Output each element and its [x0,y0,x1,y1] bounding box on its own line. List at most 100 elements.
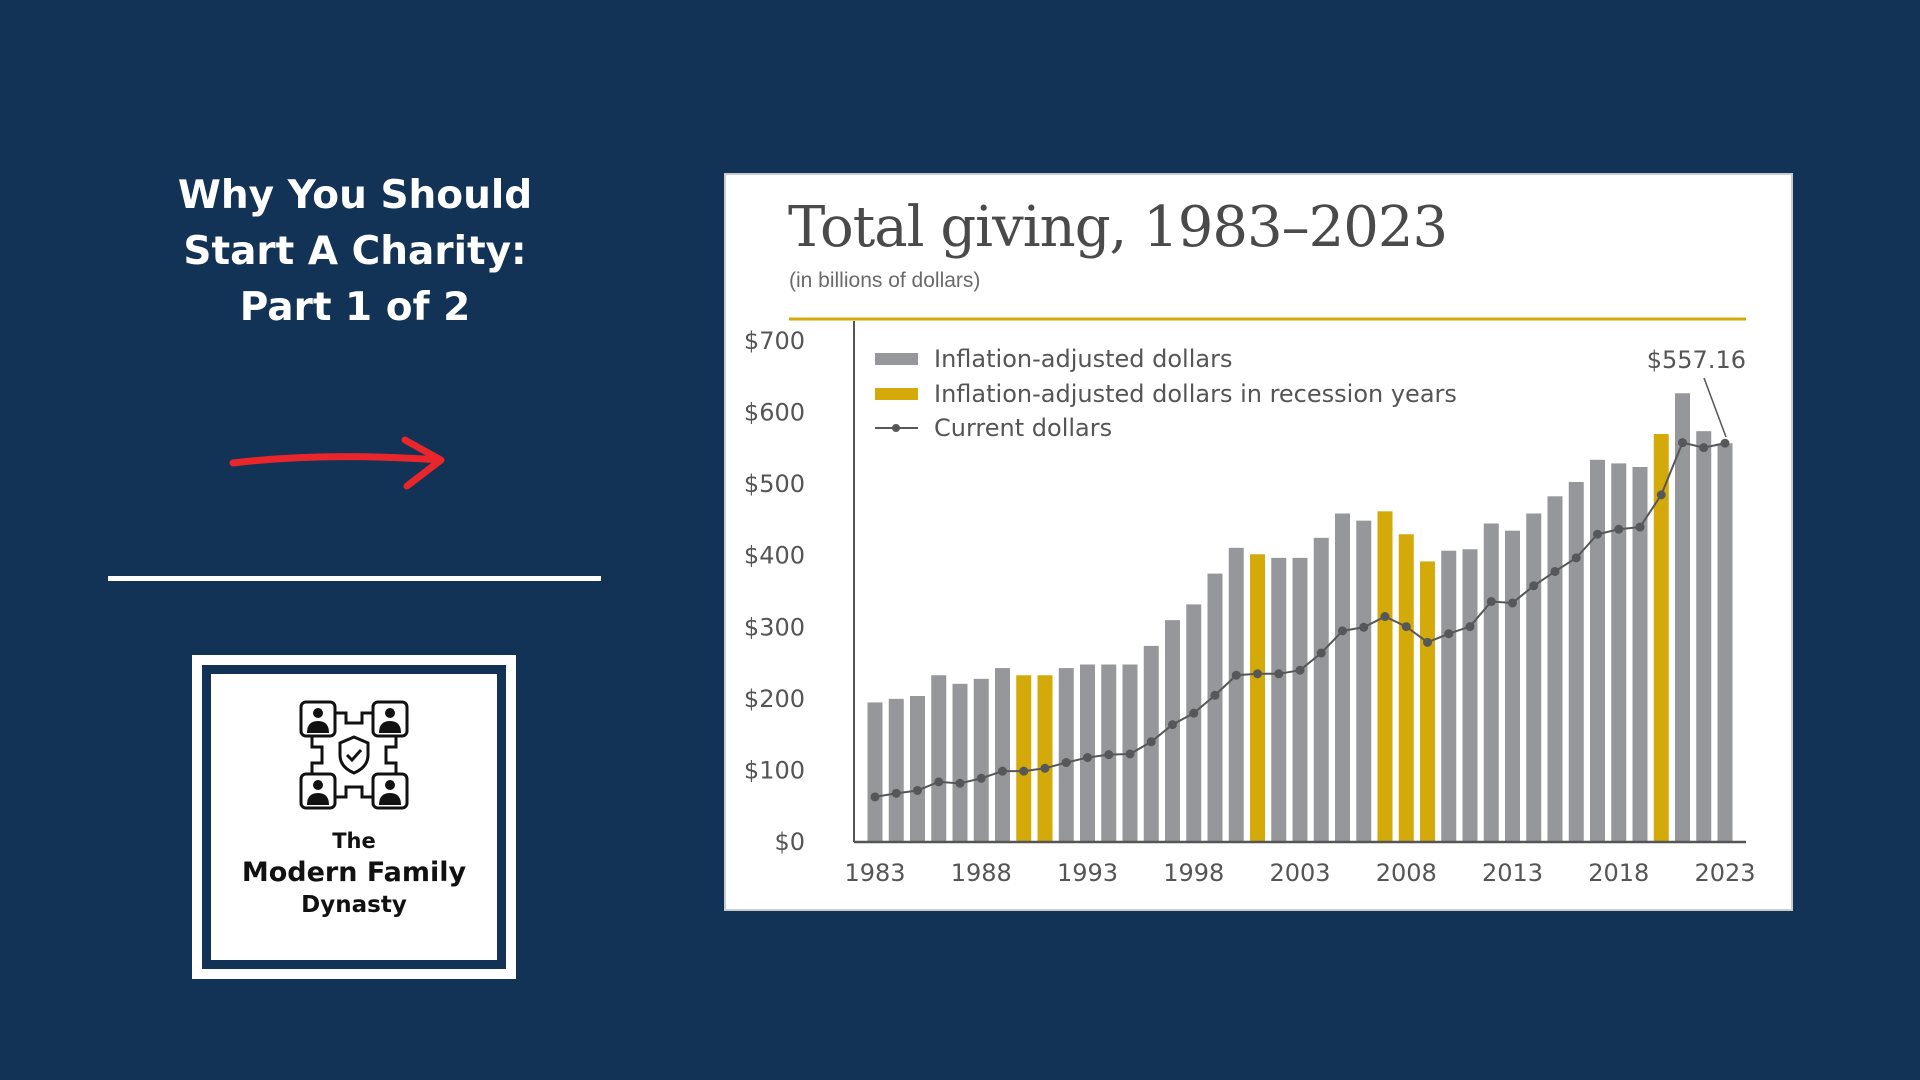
x-tick-label: 2023 [1694,859,1755,887]
x-tick-label: 2003 [1269,859,1330,887]
current-dollars-point [1508,598,1517,608]
bar [1058,668,1074,842]
current-dollars-point [1359,622,1369,632]
recession-bar [1377,511,1393,842]
y-tick-label: $300 [744,613,805,641]
recession-bar [1016,675,1032,842]
current-dollars-point [1699,443,1709,453]
current-dollars-point [955,778,965,788]
y-tick-label: $100 [744,756,805,784]
bar [867,702,883,842]
x-tick-label: 2013 [1482,859,1543,887]
bar [1207,573,1223,842]
bar [1441,550,1457,842]
current-dollars-point [1678,438,1687,448]
bar [910,695,925,842]
bar [1228,547,1244,842]
logo-text-the: The [332,829,376,853]
brand-logo: The Modern Family Dynasty [192,655,516,979]
current-dollars-point [934,777,944,787]
family-network-shield-icon [299,700,409,810]
current-dollars-point [870,792,880,802]
current-dollars-point [913,785,922,795]
bar [952,683,968,842]
chart-plot: $0 $100 $200 $300 $400 $500 $600 $700 1983 1988 19… [744,317,1756,887]
current-dollars-point [1465,622,1475,632]
legend-label: Current dollars [934,414,1112,442]
current-dollars-point [1635,522,1645,532]
legend-label: Inflation-adjusted dollars in recession … [934,380,1457,408]
bar [1696,431,1712,842]
headline-line: Why You Should [177,173,533,218]
bar [1611,463,1627,842]
current-dollars-point [1210,690,1220,700]
bar [1462,549,1478,842]
y-tick-label: $400 [744,542,805,570]
current-dollars-point [1061,758,1071,768]
current-dollars-point [1168,720,1177,730]
bar [931,675,947,842]
y-tick-label: $700 [744,327,805,355]
bar [1186,604,1202,842]
bar [1356,520,1372,842]
bar [1717,443,1733,842]
current-dollars-point [998,766,1007,776]
bar [995,668,1010,842]
x-tick-label: 2018 [1588,859,1649,887]
bar [1335,513,1350,842]
current-dollars-point [1444,629,1454,639]
current-dollars-point [1104,750,1114,760]
bar [1292,557,1308,842]
bar [973,678,989,842]
x-tick-label: 1993 [1057,859,1118,887]
bar [1632,466,1648,842]
headline-line: Start A Charity: [183,229,527,274]
current-dollars-point [1231,670,1241,680]
current-dollars-point [976,773,986,783]
bar [1165,620,1180,842]
bar [1526,513,1542,842]
current-dollars-point [1253,669,1262,679]
current-dollars-point [1720,438,1730,448]
current-dollars-point [1274,669,1284,679]
current-dollars-point [1423,637,1432,647]
legend-swatch-recession [875,388,918,400]
recession-bar [1037,675,1053,842]
current-dollars-point [1380,612,1390,622]
divider [108,576,601,581]
current-dollars-point [1614,524,1624,534]
current-dollars-point [1125,749,1135,759]
right-arrow-icon [229,436,445,490]
chart-panel: Total giving, 1983–2023 (in billions of … [724,173,1793,911]
current-dollars-point [1083,753,1092,763]
current-dollars-point [1571,553,1581,563]
chart-title: Total giving, 1983–2023 [788,195,1448,260]
current-dollars-point [1146,737,1156,747]
current-dollars-point [1040,763,1050,773]
legend-swatch-bar [875,353,918,365]
chart-subtitle: (in billions of dollars) [789,269,981,292]
logo-text-dynasty: Dynasty [301,892,407,918]
headline: Why You Should Start A Charity: Part 1 o… [110,168,600,336]
x-tick-label: 1998 [1163,859,1224,887]
recession-bar [1250,554,1265,842]
current-dollars-point [1019,766,1029,776]
current-dollars-point [1295,665,1305,675]
current-dollars-point [1529,581,1539,591]
y-tick-label: $0 [774,828,805,856]
current-dollars-point [891,788,901,798]
y-tick-label: $500 [744,470,805,498]
logo-text-name: Modern Family [241,857,467,888]
bar [1483,523,1499,842]
annotation-label: $557.16 [1647,346,1746,374]
bar [1271,557,1287,842]
bar [1547,496,1563,842]
y-tick-label: $200 [744,685,805,713]
current-dollars-point [1316,648,1326,658]
current-dollars-point [1593,529,1602,539]
recession-bar [1398,534,1414,842]
x-tick-label: 1983 [844,859,905,887]
x-tick-label: 2008 [1376,859,1437,887]
y-tick-label: $600 [744,399,805,427]
current-dollars-point [1656,490,1666,500]
